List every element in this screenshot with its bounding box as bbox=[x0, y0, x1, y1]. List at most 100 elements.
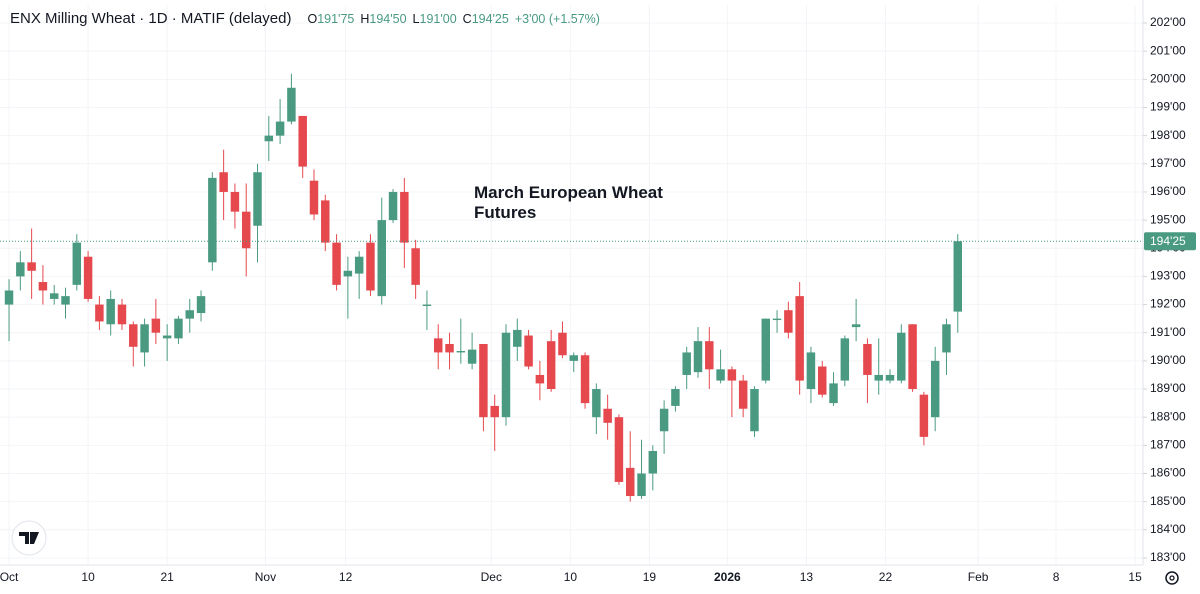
logo-glyph[interactable] bbox=[19, 532, 39, 544]
candle-body bbox=[750, 389, 759, 432]
candle-body bbox=[727, 369, 737, 381]
y-tick-label: 197'00 bbox=[1150, 156, 1186, 170]
candle-body bbox=[863, 343, 872, 375]
x-tick-label: 10 bbox=[81, 570, 95, 584]
candle-body bbox=[185, 310, 194, 319]
candle-body bbox=[546, 341, 556, 390]
candle-body bbox=[377, 220, 386, 297]
y-tick-label: 187'00 bbox=[1150, 438, 1186, 452]
candle-body bbox=[129, 324, 138, 347]
last-price-box bbox=[1144, 232, 1196, 251]
x-tick-label: 10 bbox=[564, 570, 578, 584]
candle-body bbox=[95, 304, 104, 322]
y-tick-label: 195'00 bbox=[1150, 212, 1186, 226]
y-tick-label: 196'00 bbox=[1150, 184, 1186, 198]
candle-body bbox=[309, 180, 319, 215]
ohlc-label: H bbox=[360, 12, 370, 26]
y-tick-label: 191'00 bbox=[1150, 325, 1186, 339]
ohlc-label: L bbox=[412, 12, 420, 26]
candle-body bbox=[874, 374, 883, 381]
candle-body bbox=[648, 450, 658, 474]
candle-body bbox=[27, 262, 36, 271]
x-tick-label: 8 bbox=[1053, 570, 1060, 584]
candle-body bbox=[332, 242, 341, 285]
candle-body bbox=[705, 341, 714, 370]
tv-logo[interactable] bbox=[11, 520, 47, 556]
candle-body bbox=[761, 318, 771, 381]
candle-body bbox=[117, 304, 127, 325]
y-tick-label: 199'00 bbox=[1150, 100, 1186, 114]
candle-body bbox=[38, 282, 48, 291]
ohlc-item: C194'25 bbox=[463, 12, 509, 26]
gear-hub[interactable] bbox=[1169, 575, 1175, 581]
y-tick-label: 185'00 bbox=[1150, 494, 1186, 508]
candle-body bbox=[140, 324, 149, 353]
x-tick-label: 2026 bbox=[714, 570, 741, 584]
candle-body bbox=[366, 242, 375, 291]
candle-body bbox=[580, 355, 590, 404]
candle-body bbox=[174, 318, 183, 339]
candle-body bbox=[818, 366, 827, 395]
candle-body bbox=[659, 408, 669, 432]
candle-body bbox=[806, 352, 816, 390]
candle-body bbox=[569, 355, 578, 361]
x-tick-label: Dec bbox=[481, 570, 502, 584]
x-tick-label: Oct bbox=[0, 570, 19, 584]
ohlc-label: O bbox=[307, 12, 318, 26]
x-tick-label: 19 bbox=[643, 570, 657, 584]
candle-body bbox=[693, 341, 703, 373]
candle-body bbox=[411, 248, 420, 285]
candle-body bbox=[490, 405, 499, 418]
candle-body bbox=[840, 338, 850, 381]
candle-body bbox=[682, 352, 691, 375]
ohlc-item: H194'50 bbox=[360, 12, 406, 26]
candle-body bbox=[795, 296, 804, 381]
candle-body bbox=[784, 310, 793, 333]
candle-body bbox=[445, 343, 454, 353]
y-tick-label: 201'00 bbox=[1150, 43, 1186, 57]
candle-body bbox=[603, 408, 612, 423]
y-tick-label: 184'00 bbox=[1150, 522, 1186, 536]
candle-body bbox=[897, 332, 906, 381]
candle-body bbox=[106, 298, 115, 325]
candle-body bbox=[49, 293, 59, 299]
ohlc-value: 191'75 bbox=[317, 12, 355, 26]
candle-body bbox=[524, 335, 533, 367]
candle-body bbox=[535, 374, 545, 384]
candle-body bbox=[479, 343, 488, 418]
candle-body bbox=[885, 374, 895, 381]
ohlc-value: 191'00 bbox=[419, 12, 457, 26]
x-tick-label: Feb bbox=[968, 570, 989, 584]
candle-body bbox=[716, 369, 725, 381]
candle-body bbox=[16, 262, 25, 277]
candle-body bbox=[400, 191, 409, 243]
candle-body bbox=[275, 121, 285, 136]
candle-body bbox=[558, 332, 567, 356]
x-tick-label: 12 bbox=[339, 570, 353, 584]
candle-body bbox=[196, 296, 206, 314]
y-tick-label: 186'00 bbox=[1150, 466, 1186, 480]
ohlc-item: O191'75 bbox=[307, 12, 354, 26]
candle-body bbox=[83, 256, 93, 299]
x-tick-label: 15 bbox=[1128, 570, 1142, 584]
settings-gear[interactable] bbox=[1165, 571, 1179, 585]
candle-body bbox=[253, 172, 262, 226]
candle-body bbox=[919, 394, 929, 437]
candle-body bbox=[467, 349, 477, 364]
x-tick-label: Nov bbox=[255, 570, 276, 584]
ohlc-label: C bbox=[462, 12, 472, 26]
candle-body bbox=[264, 135, 274, 142]
candle-body bbox=[671, 389, 680, 406]
candle-body bbox=[592, 389, 601, 418]
candle-body bbox=[625, 467, 635, 497]
candle-body bbox=[354, 256, 364, 274]
candle-body bbox=[230, 191, 240, 212]
gear-ring[interactable] bbox=[1165, 571, 1179, 585]
candle-body bbox=[298, 115, 307, 167]
candles bbox=[4, 73, 963, 502]
y-tick-label: 188'00 bbox=[1150, 409, 1186, 423]
candle-body bbox=[738, 380, 748, 409]
ohlc-value: 194'25 bbox=[471, 12, 509, 26]
y-tick-label: 192'00 bbox=[1150, 297, 1186, 311]
